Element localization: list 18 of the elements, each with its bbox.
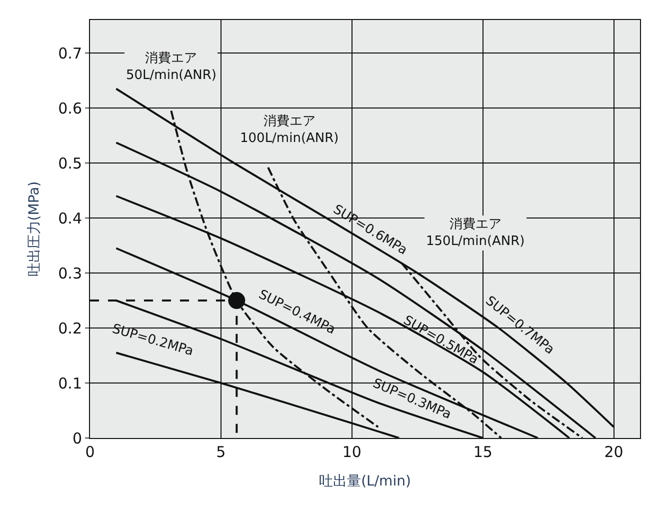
- x-tick-label: 5: [216, 443, 226, 461]
- annotation: 消費エア 150L/min(ANR): [426, 217, 525, 249]
- y-tick-label: 0.6: [58, 99, 82, 118]
- y-tick-label: 0.1: [58, 374, 82, 392]
- y-axis-title: 吐出圧力(MPa): [26, 181, 43, 277]
- annotation: 消費エア 50L/min(ANR): [126, 51, 216, 83]
- x-tick-label: 0: [85, 443, 95, 461]
- x-tick-label: 20: [604, 443, 624, 461]
- y-tick-label: 0.4: [58, 209, 82, 228]
- y-tick-label: 0.5: [58, 154, 82, 172]
- x-tick-label: 15: [473, 443, 492, 461]
- y-tick-label: 0.3: [58, 264, 82, 282]
- y-tick-label: 0.7: [58, 44, 82, 62]
- annotation: 消費エア 100L/min(ANR): [240, 114, 339, 146]
- y-tick-label: 0: [72, 429, 82, 448]
- x-axis-title: 吐出量(L/min): [319, 473, 411, 490]
- x-tick-label: 10: [342, 443, 362, 461]
- y-tick-label: 0.2: [58, 319, 82, 338]
